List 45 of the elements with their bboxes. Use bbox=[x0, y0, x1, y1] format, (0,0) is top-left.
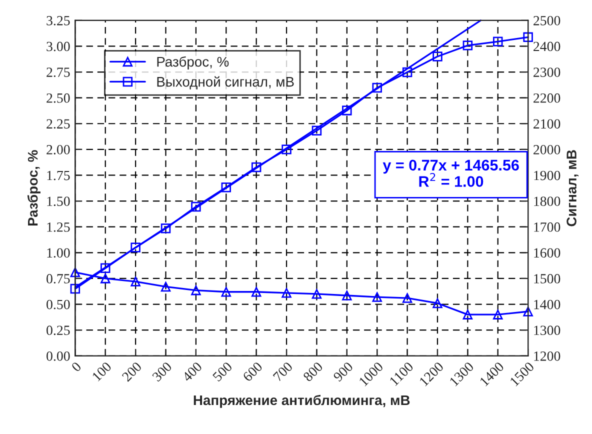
y2-tick-label: 1400 bbox=[534, 300, 560, 310]
x-axis-title: Напряжение антиблюминга, мВ bbox=[194, 394, 410, 408]
y-tick-label: 2.75 bbox=[46, 68, 70, 78]
y2-tick-label: 2100 bbox=[534, 119, 560, 129]
y2-tick-label: 2200 bbox=[534, 93, 560, 103]
y2-tick-label: 1800 bbox=[534, 196, 560, 206]
y2-tick-label: 1300 bbox=[534, 326, 560, 336]
y-tick-label: 1.25 bbox=[47, 222, 70, 232]
y2-tick-label: 1500 bbox=[534, 274, 560, 284]
y-tick-label: 3.25 bbox=[46, 16, 70, 26]
y-tick-label: 3.00 bbox=[46, 42, 70, 52]
y2-axis-title: Сигнал, мВ bbox=[566, 150, 578, 226]
y2-tick-label: 1200 bbox=[534, 351, 560, 361]
legend-label: Выходной сигнал, мВ bbox=[157, 76, 294, 90]
y-tick-label: 0.00 bbox=[46, 351, 70, 361]
y2-tick-label: 1700 bbox=[534, 222, 560, 232]
y-tick-label: 2.50 bbox=[46, 93, 70, 103]
x-tick-label: 300 bbox=[152, 361, 172, 382]
y-tick-label: 0.75 bbox=[46, 274, 70, 284]
y-axis-title: Разброс, % bbox=[27, 150, 40, 226]
x-tick-label: 0 bbox=[70, 361, 82, 372]
y-tick-label: 0.50 bbox=[46, 300, 70, 310]
y2-tick-label: 2500 bbox=[534, 16, 560, 26]
y-tick-label: 0.25 bbox=[46, 326, 70, 336]
annotation: y = 0.77x + 1465.56 R$^{2}$ = 1.00 bbox=[382, 160, 519, 187]
y2-tick-label: 1900 bbox=[534, 170, 560, 180]
y-tick-label: 1.00 bbox=[47, 248, 70, 258]
x-tick-label: 400 bbox=[182, 361, 202, 382]
x-tick-label: 900 bbox=[332, 361, 354, 382]
y2-tick-label: 1600 bbox=[534, 248, 560, 258]
y-tick-label: 2.00 bbox=[46, 145, 70, 154]
y-tick-label: 1.50 bbox=[47, 196, 70, 206]
y2-tick-label: 2400 bbox=[534, 42, 560, 52]
y-tick-label: 2.25 bbox=[46, 119, 70, 129]
y-tick-label: 1.75 bbox=[47, 170, 70, 180]
x-tick-label: 800 bbox=[302, 361, 324, 382]
x-tick-label: 500 bbox=[212, 361, 233, 382]
y2-tick-label: 2300 bbox=[534, 68, 560, 77]
x-tick-label: 1100 bbox=[389, 361, 414, 386]
x-tick-label: 700 bbox=[272, 361, 294, 382]
x-tick-label: 200 bbox=[122, 361, 142, 382]
legend-label: Разброс, % bbox=[157, 56, 229, 70]
y2-tick-label: 2000 bbox=[534, 145, 560, 154]
x-tick-label: 100 bbox=[92, 361, 112, 382]
x-tick-label: 600 bbox=[242, 361, 263, 382]
